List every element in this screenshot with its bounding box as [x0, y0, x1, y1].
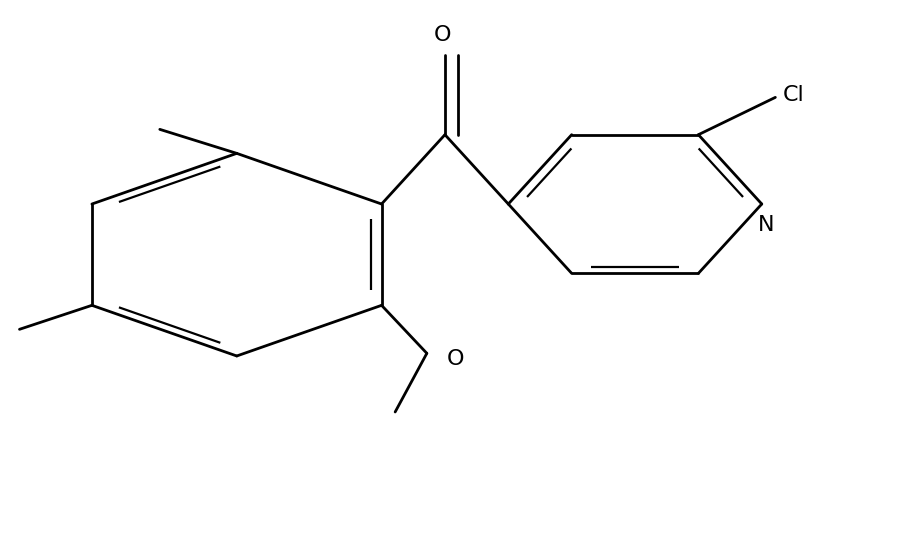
Text: Cl: Cl — [783, 85, 804, 105]
Text: O: O — [447, 348, 464, 369]
Text: O: O — [433, 25, 451, 45]
Text: N: N — [758, 215, 775, 235]
